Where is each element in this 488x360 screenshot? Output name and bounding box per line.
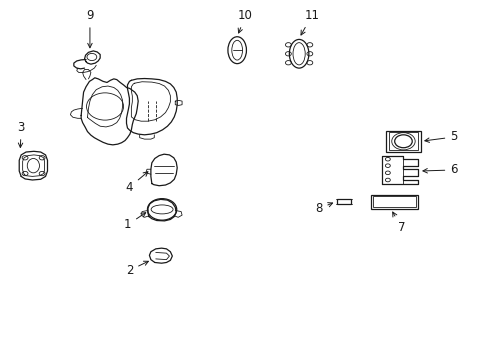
Bar [336,199,350,204]
Text: 1: 1 [123,213,145,231]
Bar [388,132,417,150]
Text: 2: 2 [125,261,148,277]
Text: 11: 11 [301,9,319,35]
Text: 9: 9 [86,9,94,48]
Text: 10: 10 [238,9,252,33]
Text: 8: 8 [314,202,332,215]
Text: 6: 6 [422,163,457,176]
Text: 7: 7 [392,212,405,234]
Bar [385,131,420,152]
Text: 4: 4 [125,172,147,194]
Text: 3: 3 [18,121,25,148]
Bar [372,197,415,207]
Bar [370,195,417,209]
Text: 5: 5 [424,130,457,144]
